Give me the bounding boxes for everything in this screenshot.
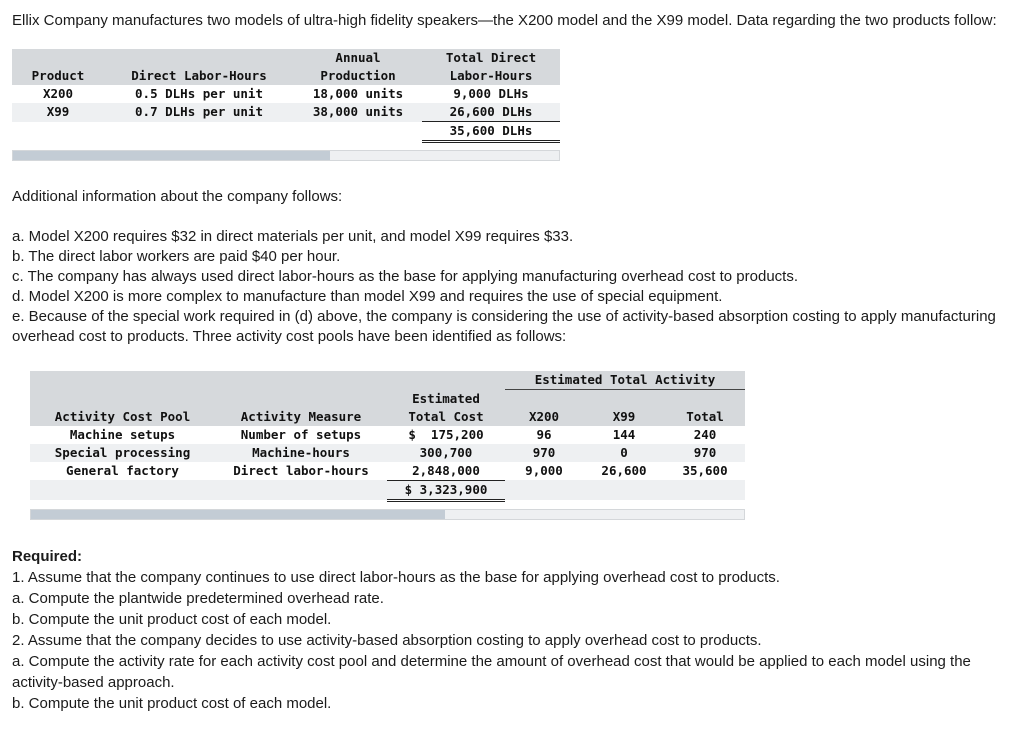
header-activity-cost-pool: Activity Cost Pool: [30, 407, 215, 426]
cell-blank: [104, 122, 294, 142]
required-item-1a: a. Compute the plantwide predetermined o…: [12, 589, 384, 607]
table-row-grand-total: 35,600 DLHs: [12, 121, 560, 143]
activity-cost-table: Estimated Total Activity Estimated Activ…: [30, 371, 746, 502]
cell-blank: [505, 480, 583, 500]
cell-total: 35,600: [682, 462, 728, 478]
table-row-machine-setups: Machine setups Number of setups $ 175,20…: [30, 426, 745, 444]
cell-measure: Number of setups: [240, 426, 362, 442]
header-blank: [30, 389, 215, 408]
info-item-c: c. The company has always used direct la…: [12, 268, 798, 285]
header-blank: [387, 371, 505, 390]
scrollbar-thumb[interactable]: [31, 509, 445, 519]
header-product: Product: [12, 67, 104, 85]
header-blank: [665, 389, 746, 408]
header-blank: [12, 49, 104, 67]
cell-x99: 26,600: [601, 462, 647, 478]
cell-cost: $ 175,200: [408, 426, 484, 442]
cell-x99: 144: [612, 426, 636, 442]
required-item-2: 2. Assume that the company decides to us…: [12, 631, 762, 649]
cell-blank: [30, 480, 215, 500]
table-row-special-processing: Special processing Machine-hours 300,700…: [30, 443, 746, 462]
table-row-x99: X99 0.7 DLHs per unit 38,000 units 26,60…: [12, 103, 560, 122]
cell-annual-production: 18,000 units: [312, 86, 404, 101]
header-x200: X200: [505, 407, 583, 426]
cell-blank: [215, 480, 387, 500]
header-blank: [30, 371, 215, 390]
header-blank: [215, 389, 387, 408]
intro-paragraph: Ellix Company manufactures two models of…: [12, 12, 997, 29]
table2-horizontal-scrollbar[interactable]: [30, 508, 745, 520]
scrollbar-thumb[interactable]: [13, 151, 330, 160]
info-item-d: d. Model X200 is more complex to manufac…: [12, 288, 723, 305]
header-production: Production: [294, 67, 422, 85]
cell-dlh-per-unit: 0.5 DLHs per unit: [135, 86, 263, 101]
required-item-1b: b. Compute the unit product cost of each…: [12, 610, 332, 628]
required-item-2b: b. Compute the unit product cost of each…: [12, 694, 332, 712]
header-x99: X99: [583, 407, 665, 426]
cell-pool: Machine setups: [69, 426, 176, 442]
required-heading: Required:: [12, 547, 83, 565]
table-row-x200: X200 0.5 DLHs per unit 18,000 units 9,00…: [12, 85, 560, 103]
table-row-general-factory: General factory Direct labor-hours 2,848…: [30, 461, 745, 481]
cell-measure: Machine-hours: [215, 443, 387, 462]
header-labor-hours: Labor-Hours: [422, 67, 560, 85]
labor-hours-table-container: Annual Total Direct Product Direct Labor…: [12, 49, 560, 161]
cell-cost: 300,700: [387, 443, 505, 462]
cell-annual-production: 38,000 units: [294, 103, 422, 122]
header-total-direct: Total Direct: [422, 49, 560, 67]
header-annual: Annual: [294, 49, 422, 67]
info-item-e: e. Because of the special work required …: [12, 308, 996, 345]
header-direct-labor-hours: Direct Labor-Hours: [104, 67, 294, 85]
cell-pool: General factory: [66, 462, 179, 478]
header-blank: [505, 389, 583, 408]
cell-product: X200: [42, 86, 74, 101]
cell-total: 240: [693, 426, 717, 442]
cell-grand-total-cost: $ 3,323,900: [387, 480, 505, 502]
table1-horizontal-scrollbar[interactable]: [12, 150, 560, 161]
header-total-cost: Total Cost: [387, 407, 505, 426]
header-estimated-total-activity: Estimated Total Activity: [505, 371, 746, 390]
cell-blank: [583, 480, 665, 500]
info-item-b: b. The direct labor workers are paid $40…: [12, 248, 341, 265]
header-total: Total: [665, 407, 746, 426]
cell-cost: 2,848,000: [387, 461, 505, 481]
activity-cost-table-container: Estimated Total Activity Estimated Activ…: [30, 371, 746, 520]
cell-x200: 9,000: [525, 462, 563, 478]
header-blank: [583, 389, 665, 408]
cell-blank: [12, 122, 104, 142]
cell-grand-total-dlh: 35,600 DLHs: [422, 121, 560, 143]
required-item-1: 1. Assume that the company continues to …: [12, 568, 780, 586]
cell-pool: Special processing: [30, 443, 215, 462]
cell-blank: [294, 122, 422, 142]
cell-dlh-per-unit: 0.7 DLHs per unit: [104, 103, 294, 122]
table-row-grand-total: $ 3,323,900: [30, 480, 746, 502]
cell-x200: 96: [536, 426, 552, 442]
header-blank: [215, 371, 387, 390]
cell-total-dlh: 9,000 DLHs: [453, 86, 529, 101]
required-item-2a: a. Compute the activity rate for each ac…: [12, 652, 971, 691]
cell-measure: Direct labor-hours: [233, 462, 369, 478]
cell-total: 970: [665, 443, 746, 462]
info-item-a: a. Model X200 requires $32 in direct mat…: [12, 228, 574, 245]
cell-x99: 0: [583, 443, 665, 462]
additional-info-heading: Additional information about the company…: [12, 188, 343, 205]
cell-total-dlh: 26,600 DLHs: [422, 103, 560, 122]
header-blank: [104, 49, 294, 67]
cell-x200: 970: [505, 443, 583, 462]
header-activity-measure: Activity Measure: [215, 407, 387, 426]
cell-product: X99: [12, 103, 104, 122]
labor-hours-table: Annual Total Direct Product Direct Labor…: [12, 49, 560, 143]
cell-blank: [665, 480, 746, 500]
header-estimated: Estimated: [387, 389, 505, 408]
